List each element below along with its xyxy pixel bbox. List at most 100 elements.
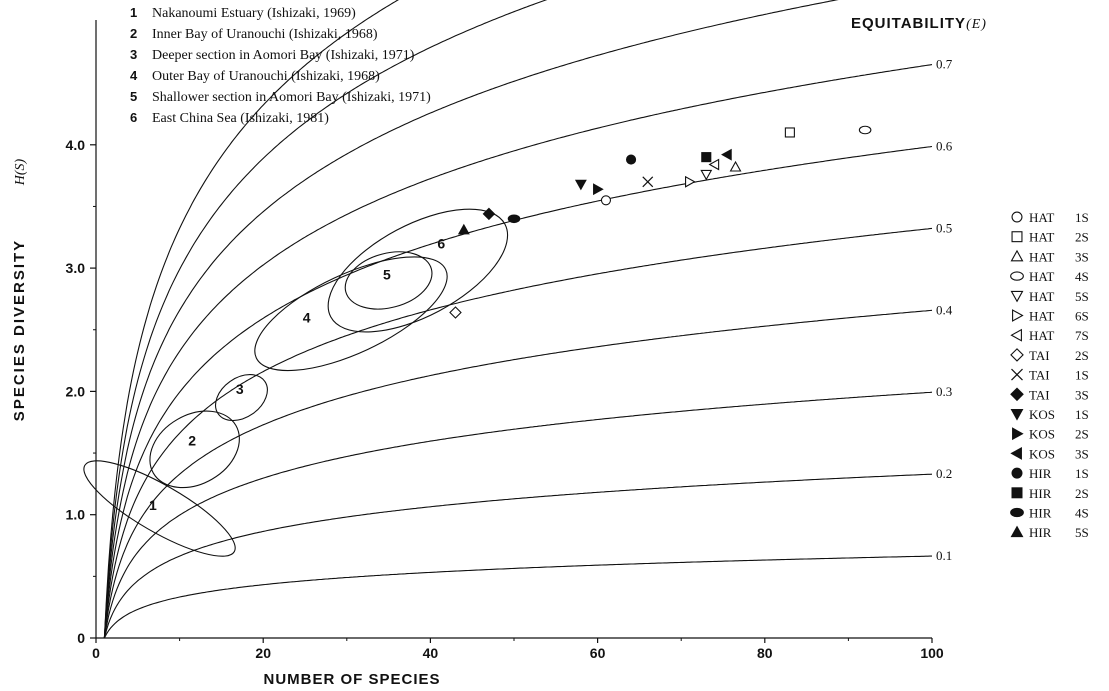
equitability-curve [103,0,399,639]
marker-triangle-right [593,183,604,196]
region-ellipse [344,251,433,310]
marker-circle [1011,211,1023,223]
legend-station: 3S [1075,446,1089,461]
marker-triangle-down [700,169,713,181]
region-key-label: Outer Bay of Uranouchi (Ishizaki, 1968) [152,69,380,84]
legend-station: 4S [1075,506,1089,521]
legend-entry: KOS 2S [1012,427,1089,442]
marker-diamond [1010,348,1024,362]
region-key-number: 6 [130,110,137,125]
legend-series-name: TAI [1029,368,1050,383]
data-point-hat-7s [708,158,720,171]
region-ellipse [83,460,236,557]
equitability-curve [103,473,933,639]
marker-square [701,152,712,163]
equitability-curve [103,0,548,639]
legend-series-name: KOS [1029,427,1055,442]
data-point-hir-2s [701,152,712,163]
x-axis-title: NUMBER OF SPECIES [263,671,440,688]
data-point-kos-2s [593,183,604,196]
marker-triangle-up [729,160,742,172]
equitability-title-symbol: (E) [966,17,987,32]
region-number: 3 [236,381,244,397]
legend-station: 5S [1075,525,1089,540]
marker-triangle-up [1010,525,1024,538]
legend-series-name: HAT [1029,249,1054,264]
marker-triangle-left [1010,328,1022,342]
legend-station: 2S [1075,486,1089,501]
legend-entry: HAT 1S [1011,210,1089,225]
marker-triangle-down [1010,290,1024,303]
legend-entry: HIR 4S [1010,506,1089,521]
equitability-curve-label: 0.4 [936,302,953,317]
data-point-hat-6s [685,175,696,188]
data-point-hat-2s [784,127,795,138]
region-ellipses [83,208,509,557]
marker-triangle-down [574,179,587,191]
legend-entry: HAT 3S [1010,249,1089,264]
marker-ellipse [1010,507,1024,518]
ticks: 0 20 40 60 80 100 0 1.0 2.0 3.0 4.0 [66,137,944,661]
region-number: 1 [149,497,157,513]
data-point-hir-5s [457,223,470,235]
legend-station: 6S [1075,309,1089,324]
y-tick-label: 0 [77,630,85,646]
marker-circle [1011,467,1023,479]
legend-entry: KOS 3S [1010,446,1089,461]
marker-square [1011,487,1023,499]
marker-ellipse [1010,271,1024,281]
equitability-curve [103,555,932,639]
legend-entry: TAI 2S [1010,348,1089,363]
legend-series-name: HAT [1029,289,1054,304]
marker-triangle-left [721,148,732,161]
legend-entry: KOS 1S [1010,407,1089,422]
equitability-curve-label: 0.3 [936,384,952,399]
legend-entry: HAT 5S [1010,289,1089,304]
region-key-label: Shallower section in Aomori Bay (Ishizak… [152,90,431,105]
region-number: 2 [188,433,196,449]
legend-station: 3S [1075,249,1089,264]
marker-triangle-left [1010,446,1022,460]
legend-series-name: HAT [1029,210,1054,225]
legend-station: 5S [1075,289,1089,304]
legend-entry: HAT 7S [1010,328,1089,343]
legend-entry: HAT 4S [1010,269,1089,284]
legend-entry: HIR 2S [1011,486,1089,501]
legend-entry: TAI 1S [1011,368,1089,383]
equitability-curve-label: 0.2 [936,466,952,481]
legend-station: 2S [1075,230,1089,245]
region-key-number: 4 [130,68,138,83]
marker-triangle-up [1010,249,1024,262]
region-key-label: Nakanoumi Estuary (Ishizaki, 1969) [152,6,356,21]
marker-triangle-left [708,158,720,171]
marker-cross [642,176,654,188]
region-key-label: East China Sea (Ishizaki, 1981) [152,111,329,126]
equitability-curve-labels: 1.00.90.80.70.60.50.40.30.20.1 [936,57,953,564]
x-tick-label: 0 [92,645,100,661]
region-key-number: 3 [130,47,137,62]
y-axis-title: SPECIES DIVERSITY [11,239,28,421]
region-key-number: 5 [130,89,137,104]
x-tick-label: 60 [590,645,606,661]
legend-entry: HIR 5S [1010,525,1089,540]
marker-circle [625,154,637,165]
legend-entry: TAI 3S [1010,387,1089,402]
region-key-label: Deeper section in Aomori Bay (Ishizaki, … [152,48,415,63]
legend-series-name: HIR [1029,486,1052,501]
legend-series-name: HAT [1029,230,1054,245]
legend-series-name: HIR [1029,525,1052,540]
data-points [449,125,872,319]
marker-diamond [449,306,462,319]
x-tick-label: 80 [757,645,773,661]
equitability-curve-label: 0.1 [936,548,952,563]
marker-square [1011,231,1023,243]
x-tick-label: 100 [920,645,944,661]
equitability-curve [103,309,933,639]
equitability-curve-label: 0.6 [936,138,953,153]
marker-cross [1011,368,1023,381]
region-number: 4 [303,309,311,325]
y-tick-label: 3.0 [66,260,86,276]
equitability-curve [103,64,933,639]
equitability-curve-label: 0.7 [936,57,953,72]
